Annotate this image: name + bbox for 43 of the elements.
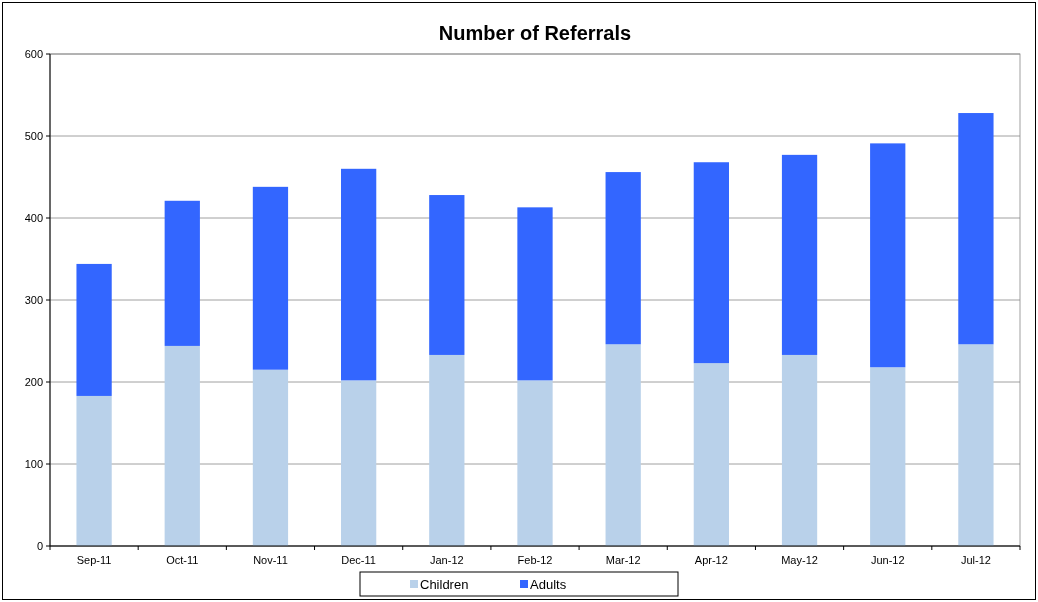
- x-tick-label: Jul-12: [960, 554, 991, 566]
- y-tick-label: 600: [24, 47, 43, 60]
- x-tick-label: Nov-11: [253, 554, 288, 566]
- chart-title: Number of Referrals: [438, 22, 632, 44]
- bar: [693, 363, 729, 546]
- bar: [341, 168, 377, 381]
- bar: [693, 162, 729, 364]
- y-tick-label: 400: [24, 211, 43, 224]
- bar: [870, 143, 906, 368]
- bar: [958, 344, 994, 546]
- x-tick-label: Feb-12: [517, 554, 553, 566]
- x-tick-label: Dec-11: [341, 554, 376, 566]
- legend-label: Adults: [530, 577, 567, 592]
- x-tick-label: Apr-12: [694, 554, 728, 566]
- y-tick-label: 100: [24, 457, 43, 470]
- x-tick-label: Mar-12: [605, 554, 641, 566]
- y-tick-label: 200: [24, 375, 43, 388]
- bar: [781, 354, 818, 546]
- bar: [76, 395, 112, 546]
- bar: [341, 380, 377, 546]
- y-tick-label: 0: [36, 539, 43, 552]
- bar: [164, 345, 200, 546]
- x-tick-label: Jan-12: [430, 554, 464, 566]
- bar: [517, 207, 553, 381]
- bar: [781, 154, 818, 355]
- bar: [870, 367, 906, 546]
- bar: [164, 200, 200, 346]
- bar: [958, 113, 994, 345]
- bar: [252, 369, 289, 546]
- bar: [429, 354, 465, 546]
- bar: [605, 344, 641, 546]
- legend-label: Children: [420, 577, 469, 592]
- bar: [252, 186, 289, 370]
- bar: [429, 195, 465, 355]
- x-tick-label: Sep-11: [76, 554, 112, 566]
- bar: [76, 263, 112, 396]
- bar: [517, 380, 553, 546]
- x-tick-label: May-12: [781, 554, 818, 566]
- bar: [605, 172, 641, 345]
- x-tick-label: Jun-12: [870, 554, 905, 566]
- x-tick-label: Oct-11: [166, 554, 199, 566]
- y-tick-label: 500: [24, 129, 43, 142]
- y-tick-label: 300: [24, 293, 43, 306]
